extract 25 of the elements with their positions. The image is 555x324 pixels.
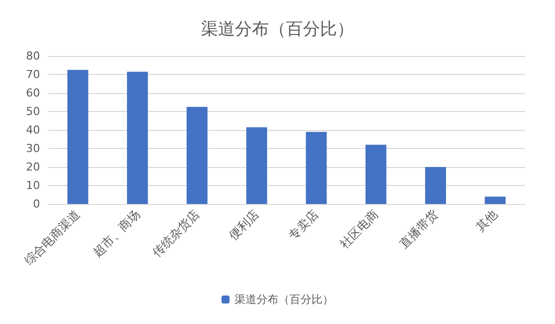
y-tick-label: 70 xyxy=(26,68,40,81)
bar xyxy=(484,196,506,204)
bar xyxy=(127,72,148,204)
x-tick-label: 便利店 xyxy=(226,207,262,242)
bar xyxy=(306,132,327,204)
y-tick-label: 40 xyxy=(26,124,40,136)
x-tick-label: 社区电商 xyxy=(337,207,381,251)
bar xyxy=(67,70,88,204)
bar xyxy=(366,144,386,204)
y-tick-label: 50 xyxy=(26,105,40,118)
legend-label: 渠道分布（百分比） xyxy=(234,293,334,306)
x-tick-label: 直播带货 xyxy=(396,207,441,251)
x-tick-label: 传统杂货店 xyxy=(150,207,202,260)
bar xyxy=(186,106,208,204)
y-tick-label: 60 xyxy=(26,86,40,100)
y-tick-label: 80 xyxy=(26,50,40,62)
x-tick-label: 超市、商场 xyxy=(90,207,142,260)
x-tick-label: 专卖店 xyxy=(286,207,322,242)
bar xyxy=(425,167,446,204)
chart-title: 渠道分布（百分比） xyxy=(201,20,354,40)
y-tick-label: 30 xyxy=(26,142,40,155)
x-tick-label: 其他 xyxy=(473,207,500,234)
bar xyxy=(246,127,268,204)
y-tick-label: 20 xyxy=(26,160,40,174)
y-tick-label: 10 xyxy=(26,179,40,192)
